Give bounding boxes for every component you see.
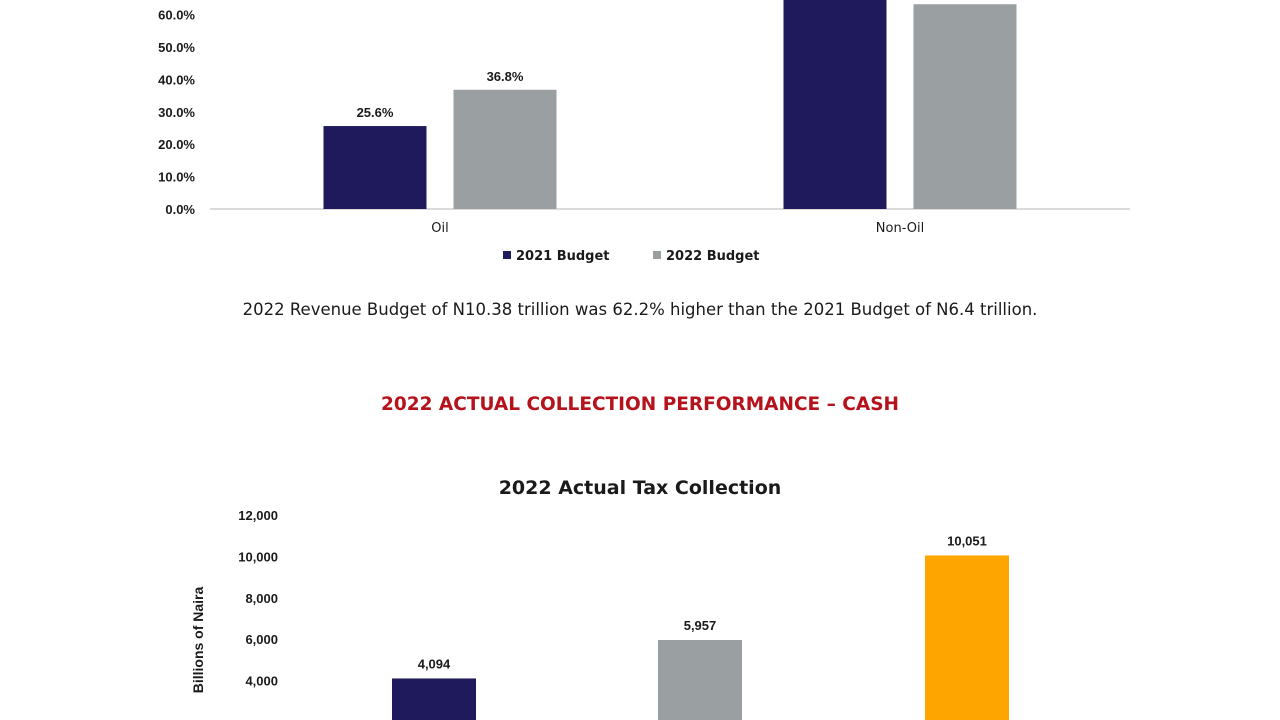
data-label: 25.6% [357, 105, 394, 120]
y-tick-label: 20.0% [158, 137, 195, 152]
y-tick-label: 10.0% [158, 170, 195, 185]
bar-non-oil-2021-budget [783, 0, 887, 209]
section-heading: 2022 ACTUAL COLLECTION PERFORMANCE – CAS… [381, 394, 899, 415]
budget-note: 2022 Revenue Budget of N10.38 trillion w… [242, 300, 1038, 319]
category-label: Non-Oil [876, 221, 924, 236]
bar-oil-2022-budget [453, 89, 557, 209]
legend-swatch [503, 251, 511, 259]
category-label: Oil [431, 221, 448, 236]
tax-bar [925, 555, 1009, 720]
y-tick-label: 12,000 [238, 508, 278, 523]
y-axis-label: Billions of Naira [190, 587, 206, 694]
legend-label: 2021 Budget [516, 249, 610, 264]
y-tick-label: 50.0% [158, 40, 195, 55]
y-tick-label: 0.0% [165, 202, 195, 217]
data-label: 10,051 [947, 533, 987, 548]
y-tick-label: 30.0% [158, 105, 195, 120]
y-tick-label: 8,000 [245, 591, 278, 606]
data-label: 4,094 [418, 656, 451, 671]
data-label: 5,957 [684, 618, 717, 633]
y-tick-label: 4,000 [245, 673, 278, 688]
tax-bar [392, 678, 476, 720]
chart-title: 2022 Actual Tax Collection [499, 477, 782, 499]
y-tick-label: 40.0% [158, 72, 195, 87]
legend-swatch [653, 251, 661, 259]
y-tick-label: 6,000 [245, 632, 278, 647]
data-label: 36.8% [487, 69, 524, 84]
tax-bar [658, 639, 742, 720]
revenue-budget-chart: 0.0% 10.0% 20.0% 30.0% 40.0% 50.0% 60.0% 25.6% 3… [158, 0, 1130, 264]
y-tick-label: 60.0% [158, 8, 195, 23]
y-tick-label: 10,000 [238, 550, 278, 565]
bar-non-oil-2022-budget [913, 4, 1017, 210]
bar-oil-2021-budget [323, 126, 427, 209]
legend-label: 2022 Budget [666, 249, 760, 264]
